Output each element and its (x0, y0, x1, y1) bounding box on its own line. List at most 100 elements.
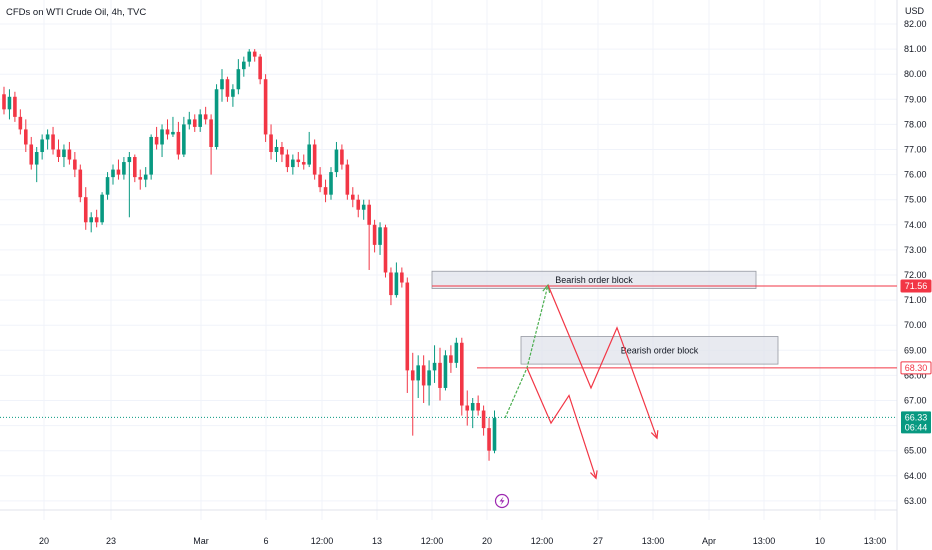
candle-down (312, 144, 317, 175)
candle-down (476, 403, 480, 411)
x-tick-label: 13:00 (753, 536, 776, 546)
candle-down (83, 197, 88, 223)
y-tick-label: 72.00 (904, 270, 927, 280)
y-tick-label: 73.00 (904, 245, 927, 255)
candle-down (405, 282, 410, 371)
x-tick-label: 6 (263, 536, 268, 546)
candle-down (285, 154, 290, 168)
candle-down (176, 131, 181, 155)
candle-down (154, 136, 159, 145)
y-tick-label: 80.00 (904, 69, 927, 79)
current-price-tag (901, 411, 931, 434)
red-projection-path-2 (547, 284, 658, 439)
y-tick-label: 64.00 (904, 471, 927, 481)
x-tick-label: 12:00 (311, 536, 334, 546)
candle-up (40, 139, 44, 153)
candle-up (236, 69, 241, 90)
candle-down (389, 272, 393, 296)
x-tick-label: 13:00 (642, 536, 665, 546)
candle-up (34, 152, 39, 165)
candle-down (252, 51, 257, 57)
candle-up (443, 355, 448, 388)
candle-down (301, 162, 306, 165)
candle-down (280, 146, 284, 155)
candle-down (138, 177, 143, 180)
countdown-label: 06:44 (905, 422, 928, 432)
x-tick-label: 12:00 (421, 536, 444, 546)
candle-up (149, 136, 153, 175)
candle-up (454, 342, 459, 363)
x-tick-label: 23 (106, 536, 116, 546)
x-tick-label: 10 (815, 536, 825, 546)
order-block-label: Bearish order block (555, 275, 633, 285)
level-price-label: 68.30 (905, 363, 928, 373)
candle-down (13, 96, 17, 117)
order-block-label: Bearish order block (621, 345, 699, 355)
current-price-label: 66.33 (905, 412, 928, 422)
y-tick-label: 71.00 (904, 295, 927, 305)
candle-down (116, 169, 121, 175)
candle-up (127, 157, 132, 163)
candle-down (133, 157, 137, 178)
candle-up (416, 365, 420, 381)
candle-up (89, 217, 93, 223)
candle-up (187, 119, 192, 125)
candle-up (105, 177, 110, 195)
candle-down (209, 119, 213, 147)
candle-up (307, 144, 311, 165)
candle-up (198, 114, 202, 127)
candle-down (56, 149, 61, 158)
x-tick-label: 13:00 (864, 536, 887, 546)
y-tick-label: 77.00 (904, 145, 927, 155)
candle-down (340, 149, 344, 165)
candle-up (394, 272, 399, 296)
level-price-label: 71.56 (905, 281, 928, 291)
candle-up (45, 134, 50, 140)
y-tick-label: 68.00 (904, 370, 927, 380)
x-tick-label: Apr (702, 536, 716, 546)
candle-down (449, 355, 453, 363)
order-block-box (431, 270, 757, 289)
candle-down (258, 56, 262, 80)
candle-up (100, 194, 104, 223)
candle-up (291, 159, 295, 168)
y-tick-label: 76.00 (904, 170, 927, 180)
candle-up (171, 131, 175, 135)
candle-down (323, 187, 328, 195)
y-tick-label: 63.00 (904, 496, 927, 506)
candle-down (372, 224, 377, 245)
candle-down (383, 227, 388, 273)
candle-down (487, 428, 491, 451)
candle-down (225, 79, 230, 97)
y-tick-label: 81.00 (904, 44, 927, 54)
currency-label: USD (905, 6, 925, 16)
x-tick-label: Mar (193, 536, 209, 546)
candle-up (334, 149, 339, 173)
red-projection-path-1 (526, 367, 597, 479)
candle-up (432, 362, 437, 371)
x-tick-label: 20 (39, 536, 49, 546)
y-tick-label: 74.00 (904, 220, 927, 230)
red-projection-path-2-head (650, 430, 659, 440)
candle-down (356, 199, 361, 210)
y-tick-label: 69.00 (904, 345, 927, 355)
y-tick-label: 79.00 (904, 94, 927, 104)
x-tick-label: 12:00 (531, 536, 554, 546)
candle-down (269, 134, 273, 153)
level-price-tag (900, 279, 932, 293)
chart-title: CFDs on WTI Crude Oil, 4h, TVC (6, 7, 147, 18)
candle-down (481, 410, 486, 429)
candle-down (192, 119, 197, 127)
candle-up (274, 146, 279, 153)
candle-down (203, 114, 208, 120)
candle-up (247, 51, 252, 62)
candle-down (67, 149, 72, 160)
candle-down (2, 94, 6, 110)
order-block-box (520, 336, 779, 365)
candle-down (73, 159, 77, 170)
candle-up (62, 149, 66, 158)
candle-down (367, 204, 371, 225)
candle-down (318, 174, 322, 188)
